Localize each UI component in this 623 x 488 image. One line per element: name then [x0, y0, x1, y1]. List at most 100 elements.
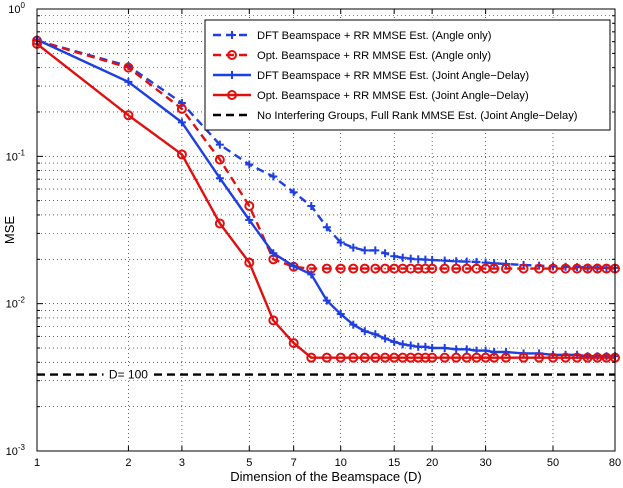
data-point [380, 263, 391, 274]
data-point-dot [393, 267, 395, 270]
annotation-background [103, 366, 154, 381]
data-point [582, 352, 593, 363]
data-point [592, 352, 603, 363]
data-point-dot [596, 267, 599, 270]
data-point [427, 263, 438, 274]
data-point [461, 263, 472, 274]
data-point [420, 263, 431, 274]
data-point-dot [431, 356, 433, 359]
data-point-dot [363, 267, 366, 270]
data-point [518, 263, 529, 274]
data-point [244, 257, 255, 268]
data-point-dot [339, 356, 342, 359]
data-point [500, 263, 511, 274]
data-point [489, 263, 500, 274]
data-point [572, 352, 583, 363]
data-point-dot [352, 267, 355, 270]
legend: DFT Beamspace + RR MMSE Est. (Angle only… [204, 19, 611, 131]
x-tick-labels: 1 2 3 5 7 10 15 20 30 50 80 [34, 457, 621, 469]
data-point-dot [443, 356, 446, 359]
x-tick-label: 30 [480, 457, 492, 469]
data-point-dot [465, 267, 468, 270]
data-point-dot [443, 267, 446, 270]
x-axis-label: Dimension of the Beamspace (D) [230, 469, 421, 484]
data-point [461, 352, 472, 363]
data-point [548, 263, 559, 274]
legend-label: DFT Beamspace + RR MMSE Est. (Angle only… [257, 30, 492, 42]
data-point-dot [538, 356, 540, 359]
data-point [451, 263, 462, 274]
data-point-dot [339, 267, 342, 270]
data-point-dot [219, 158, 221, 161]
data-point-dot [484, 356, 487, 359]
data-point-dot [272, 319, 275, 322]
data-point-dot [310, 267, 313, 270]
data-point [335, 263, 346, 274]
y-tick-label: 100 [8, 1, 25, 16]
data-point [489, 352, 500, 363]
data-point [380, 352, 391, 363]
data-point-dot [181, 108, 183, 110]
data-point-dot [272, 258, 275, 261]
data-point-dot [292, 342, 295, 344]
data-point-dot [127, 114, 130, 117]
data-point [335, 352, 346, 363]
data-point-dot [401, 267, 404, 270]
data-point [439, 263, 450, 274]
data-point [321, 263, 332, 274]
data-point-dot [401, 356, 404, 359]
legend-label: Opt. Beamspace + RR MMSE Est. (Joint Ang… [257, 90, 529, 102]
data-point [359, 352, 370, 363]
series-4 [32, 38, 620, 363]
data-point-dot [417, 267, 420, 270]
x-tick-label: 3 [179, 457, 185, 469]
data-point-dot [424, 356, 427, 359]
data-point [123, 62, 134, 73]
data-point [572, 263, 583, 274]
data-point-dot [310, 356, 313, 359]
data-point-dot [605, 356, 608, 359]
data-point [214, 154, 225, 165]
legend-label: No Interfering Groups, Full Rank MMSE Es… [257, 110, 578, 122]
data-point [123, 110, 134, 121]
data-point-dot [393, 356, 395, 359]
data-point-dot [586, 356, 589, 359]
data-point-dot [564, 356, 567, 359]
legend-marker [227, 50, 237, 60]
data-point [244, 201, 255, 212]
y-tick-label: 10-2 [6, 296, 26, 311]
data-point [288, 338, 299, 349]
legend-box [204, 19, 611, 131]
data-point-dot [326, 356, 328, 359]
data-point-dot [424, 267, 427, 270]
data-point-dot [248, 205, 251, 207]
data-point [214, 218, 225, 229]
data-point [176, 103, 187, 114]
axis-ticks [36, 9, 616, 452]
x-tick-label: 50 [547, 457, 559, 469]
data-point-dot [605, 267, 608, 270]
data-point [534, 263, 545, 274]
data-point-dot [417, 356, 420, 359]
legend-marker-dot [231, 94, 233, 96]
data-point-dot [576, 356, 578, 359]
data-point [439, 352, 450, 363]
data-point-dot [384, 356, 386, 359]
data-point [348, 352, 359, 363]
data-point-dot [248, 261, 251, 264]
data-point-dot [505, 267, 507, 270]
data-point-dot [596, 356, 599, 359]
data-point [370, 263, 381, 274]
data-point-dot [475, 267, 478, 270]
data-point-dot [493, 356, 495, 359]
plot-frame [36, 8, 616, 452]
data-point [359, 263, 370, 274]
data-point-dot [484, 267, 487, 270]
data-point [427, 352, 438, 363]
y-tick-label: 10-3 [6, 443, 26, 458]
data-point [370, 352, 381, 363]
data-point [451, 352, 462, 363]
data-point-dot [586, 267, 589, 270]
data-point-dot [219, 222, 221, 225]
